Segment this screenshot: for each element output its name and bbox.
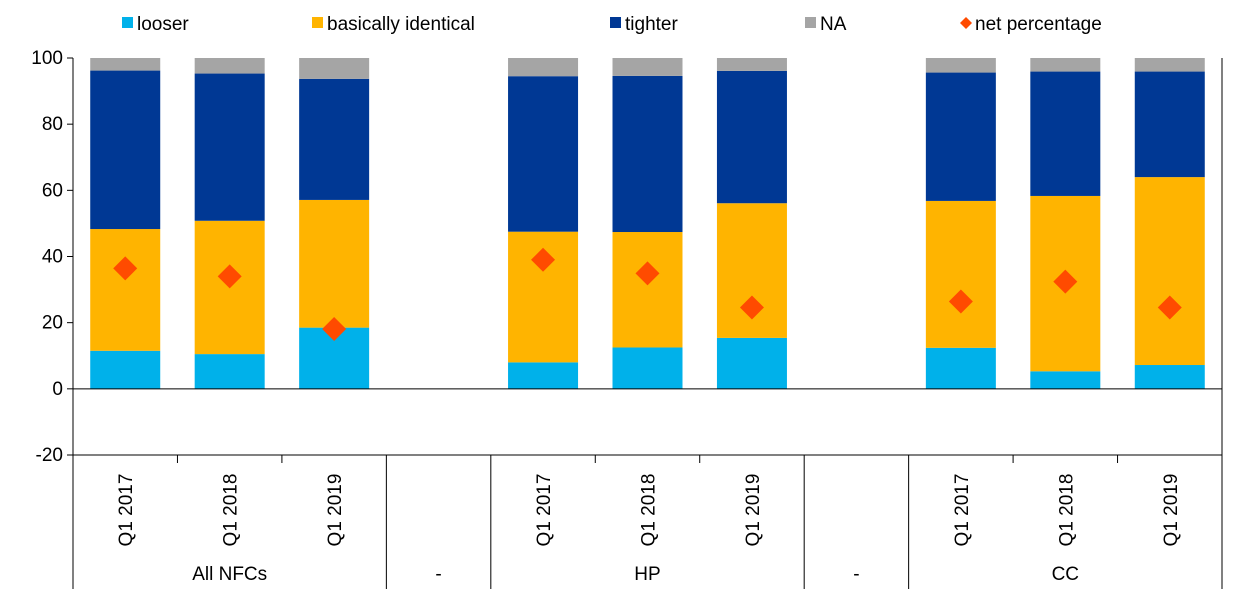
bar-segment-looser — [1030, 371, 1101, 389]
x-tick-label: Q1 2017 — [534, 474, 555, 547]
x-tick-label: Q1 2019 — [1161, 474, 1182, 547]
group-label: All NFCs — [192, 564, 267, 585]
bar-segment-na — [612, 58, 683, 76]
legend-label-na: NA — [820, 14, 847, 35]
x-tick-label: Q1 2017 — [952, 474, 973, 547]
bar-segment-tighter — [925, 72, 996, 201]
x-tick-label: Q1 2019 — [325, 474, 346, 547]
legend-label-basically_identical: basically identical — [327, 14, 475, 35]
bar-segment-na — [716, 58, 787, 71]
y-tick-label: 80 — [42, 114, 63, 135]
net-percentage-marker — [1157, 295, 1182, 320]
x-tick-label: Q1 2019 — [743, 474, 764, 547]
bar-segment-looser — [1134, 365, 1205, 389]
group-label: CC — [1052, 564, 1079, 585]
y-tick-label: 60 — [42, 180, 63, 201]
group-label: - — [853, 564, 859, 585]
bar-segment-basically_identical — [612, 232, 683, 348]
net-percentage-marker — [948, 289, 973, 314]
bar-segment-na — [194, 58, 265, 74]
y-tick-label: 20 — [42, 313, 63, 334]
bar-segment-na — [1030, 58, 1101, 72]
bar-segment-na — [508, 58, 579, 77]
y-tick-label: -20 — [36, 445, 63, 466]
net-percentage-marker — [739, 295, 764, 320]
bar-segment-looser — [925, 347, 996, 389]
legend-swatch-na — [805, 17, 816, 28]
legend-swatch-net — [960, 17, 972, 29]
bar-segment-na — [1134, 58, 1205, 72]
bar-segment-na — [925, 58, 996, 73]
bar-segment-looser — [612, 347, 683, 389]
net-percentage-marker — [217, 264, 242, 289]
bar-segment-tighter — [612, 75, 683, 233]
bar-segment-basically_identical — [1134, 177, 1205, 366]
bar-segment-looser — [508, 362, 579, 389]
x-tick-label: Q1 2018 — [639, 474, 660, 547]
bar-segment-basically_identical — [90, 229, 161, 351]
x-tick-label: Q1 2018 — [221, 474, 242, 547]
bar-segment-tighter — [194, 73, 265, 221]
bar-segment-na — [90, 58, 161, 71]
bar-segment-tighter — [508, 76, 579, 232]
net-percentage-marker — [322, 316, 347, 341]
legend-swatch-looser — [122, 17, 133, 28]
legend-label-tighter: tighter — [625, 14, 678, 35]
bar-segment-tighter — [299, 78, 370, 200]
legend-label-looser: looser — [137, 14, 189, 35]
bar-segment-tighter — [1030, 71, 1101, 196]
net-percentage-marker — [635, 261, 660, 286]
x-tick-label: Q1 2018 — [1056, 474, 1077, 547]
bar-segment-looser — [716, 337, 787, 389]
bar-segment-tighter — [1134, 71, 1205, 178]
y-tick-label: 40 — [42, 247, 63, 268]
bar-segment-basically_identical — [925, 200, 996, 348]
bar-segment-tighter — [716, 70, 787, 204]
bar-segment-basically_identical — [299, 199, 370, 328]
group-label: HP — [634, 564, 660, 585]
bar-segment-looser — [194, 354, 265, 389]
y-tick-label: 100 — [31, 48, 63, 69]
net-percentage-marker — [113, 256, 138, 281]
bar-segment-na — [299, 58, 370, 79]
net-percentage-marker — [531, 247, 556, 272]
legend-label-net: net percentage — [975, 14, 1102, 35]
bar-segment-looser — [90, 350, 161, 389]
group-label: - — [435, 564, 441, 585]
x-tick-label: Q1 2017 — [116, 474, 137, 547]
legend-swatch-tighter — [610, 17, 621, 28]
net-percentage-marker — [1053, 269, 1078, 294]
y-tick-label: 0 — [52, 379, 63, 400]
legend-swatch-basically_identical — [312, 17, 323, 28]
bar-segment-tighter — [90, 70, 161, 230]
